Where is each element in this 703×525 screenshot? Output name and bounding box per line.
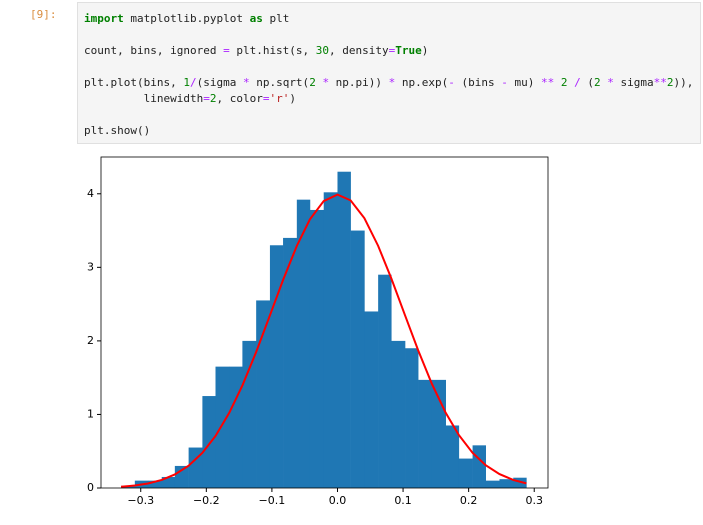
axes-frame	[100, 156, 549, 489]
code-token: )	[421, 44, 429, 57]
code-line: linewidth=2, color='r')	[84, 91, 694, 107]
bar	[445, 425, 460, 488]
code-token: 2	[594, 76, 601, 89]
code-token: *	[242, 76, 250, 89]
curve	[120, 193, 527, 488]
bar	[418, 379, 433, 488]
x-tick-label: 0.3	[525, 494, 543, 507]
bar	[458, 458, 473, 488]
code-token: np.sqrt(	[249, 76, 310, 89]
bar	[485, 480, 500, 488]
x-tick-label: 0.0	[329, 494, 347, 507]
bar	[309, 209, 325, 488]
x-tick-label: −0.2	[193, 494, 220, 507]
y-tick-label: 4	[87, 187, 94, 200]
code-token: linewidth	[84, 92, 204, 105]
code-token: plt.show()	[84, 124, 151, 137]
code-token: **	[653, 76, 667, 89]
code-line: import matplotlib.pyplot as plt	[84, 11, 694, 27]
code-line: count, bins, ignored = plt.hist(s, 30, d…	[84, 43, 694, 59]
code-token: import	[84, 12, 124, 25]
x-tick-label: 0.2	[460, 494, 478, 507]
code-token: (bins	[454, 76, 502, 89]
bar	[378, 274, 392, 488]
bar	[513, 477, 527, 488]
code-token: )),	[673, 76, 694, 89]
x-tick-label: −0.1	[259, 494, 286, 507]
code-token: *	[607, 76, 614, 89]
code-token: 2	[560, 76, 568, 89]
bar	[242, 340, 257, 488]
code-token: /	[189, 76, 197, 89]
code-token: )	[289, 92, 296, 105]
code-token: plt	[262, 12, 290, 25]
y-tick-label: 0	[87, 481, 94, 494]
code-token: as	[249, 12, 263, 25]
code-token: sigma	[613, 76, 654, 89]
code-token: plt.plot(bins,	[84, 76, 184, 89]
code-line: plt.plot(bins, 1/(sigma * np.sqrt(2 * np…	[84, 75, 694, 91]
bar	[431, 379, 446, 488]
x-tick-label: 0.1	[394, 494, 412, 507]
code-token: *	[388, 76, 396, 89]
bar	[350, 230, 365, 489]
bar	[337, 171, 351, 488]
bar	[161, 476, 176, 488]
bar	[188, 447, 203, 488]
bar	[323, 192, 338, 488]
bar	[202, 396, 216, 488]
code-token: /	[574, 76, 581, 89]
bar	[147, 480, 163, 488]
bar	[215, 366, 230, 488]
code-token: =	[203, 92, 210, 105]
bar	[472, 445, 486, 488]
code-token: , density	[329, 44, 389, 57]
cell-prompt: [9]:	[30, 8, 57, 21]
bar	[296, 199, 311, 488]
code-token: matplotlib.pyplot	[123, 12, 250, 25]
y-tick-label: 1	[87, 407, 94, 420]
code-token: *	[322, 76, 330, 89]
code-token: =	[262, 92, 270, 105]
bar	[391, 340, 406, 488]
code-token: 2	[209, 92, 217, 105]
code-token: True	[395, 44, 422, 57]
code-cell[interactable]: import matplotlib.pyplot as plt count, bi…	[77, 2, 701, 144]
bar	[229, 366, 243, 488]
y-tick-label: 3	[87, 260, 94, 273]
code-token: 1	[183, 76, 190, 89]
bar	[405, 348, 419, 488]
code-token: mu)	[507, 76, 542, 89]
bar	[283, 237, 298, 488]
code-token: count, bins, ignored	[84, 44, 224, 57]
code-token: =	[223, 44, 230, 57]
y-tick-label: 2	[87, 334, 94, 347]
code-token: np.pi))	[329, 76, 389, 89]
code-token: plt.hist(s,	[229, 44, 316, 57]
bar	[364, 311, 379, 488]
code-token: -	[501, 76, 508, 89]
code-token: (	[580, 76, 595, 89]
code-token: (sigma	[196, 76, 243, 89]
bar	[499, 479, 514, 488]
code-line: plt.show()	[84, 123, 694, 139]
code-token: =	[388, 44, 396, 57]
code-token: **	[541, 76, 555, 89]
bar	[269, 245, 284, 488]
code-token: -	[448, 76, 455, 89]
x-tick-label: −0.3	[127, 494, 154, 507]
code-token: 2	[309, 76, 316, 89]
code-token: 30	[315, 44, 330, 57]
bar	[256, 300, 271, 488]
code-token: , color	[216, 92, 263, 105]
code-token: np.exp(	[395, 76, 449, 89]
code-token: 'r'	[269, 92, 290, 105]
code-token: 2	[666, 76, 674, 89]
